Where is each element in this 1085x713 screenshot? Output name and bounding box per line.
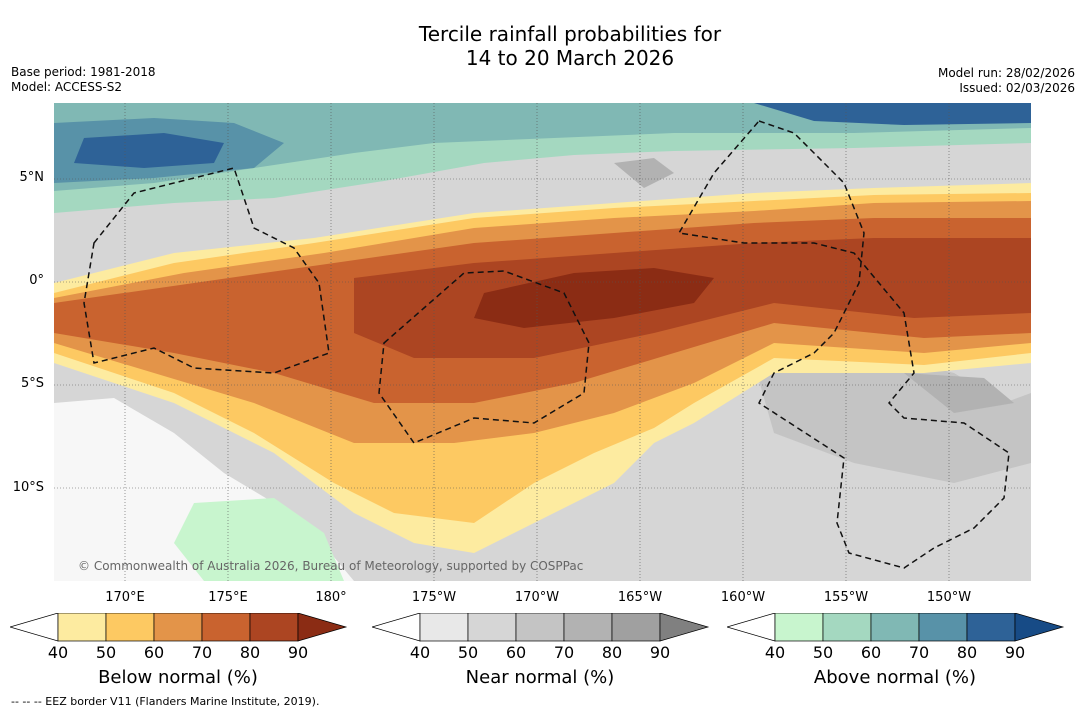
below-normal-90 xyxy=(474,268,714,328)
near-normal-dark-3 xyxy=(904,373,1014,413)
tick-above-70: 70 xyxy=(908,643,930,662)
tick-near-60: 60 xyxy=(505,643,527,662)
lat-label-5s: 5°S xyxy=(20,376,44,391)
lon-label-170w: 170°W xyxy=(514,590,560,605)
tick-above-50: 50 xyxy=(812,643,834,662)
map-title: Tercile rainfall probabilities for 14 to… xyxy=(0,22,1085,70)
cbar-above-swatch-4 xyxy=(918,613,968,642)
graticule xyxy=(54,103,1031,581)
lon-label-180: 180° xyxy=(315,590,347,605)
lon-label-160w: 160°W xyxy=(720,590,766,605)
above-normal-north-deepest xyxy=(74,133,224,168)
tick-below-50: 50 xyxy=(95,643,117,662)
cbar-below-swatch-3 xyxy=(153,613,203,642)
issued-date: Issued: 02/03/2026 xyxy=(959,81,1075,95)
tick-near-70: 70 xyxy=(553,643,575,662)
tick-below-80: 80 xyxy=(239,643,261,662)
cbar-near-swatch-6 xyxy=(659,613,710,642)
cbar-above-swatch-6 xyxy=(1014,613,1065,642)
cbar-above-swatch-3 xyxy=(870,613,920,642)
cbar-above-swatch-1 xyxy=(774,613,824,642)
cbar-below-swatch-1 xyxy=(57,613,107,642)
tick-near-40: 40 xyxy=(409,643,431,662)
label-above-normal: Above normal (%) xyxy=(813,667,977,688)
meta-right: Model run: 28/02/2026 Issued: 02/03/2026 xyxy=(938,66,1075,96)
cbar-near-swatch-3 xyxy=(515,613,565,642)
tick-above-80: 80 xyxy=(956,643,978,662)
cbar-below-swatch-0 xyxy=(10,613,59,642)
colorbar-below-normal xyxy=(10,613,348,642)
colorbar-near-normal xyxy=(372,613,710,642)
lon-label-175e: 175°E xyxy=(208,590,248,605)
base-period: Base period: 1981-2018 xyxy=(11,65,156,79)
above-normal-ne-dark xyxy=(754,103,1031,125)
eez-borders xyxy=(83,120,1010,569)
colorbar-above-normal xyxy=(727,613,1065,642)
above-normal-sw xyxy=(174,498,344,581)
cbar-near-swatch-2 xyxy=(467,613,517,642)
tick-below-40: 40 xyxy=(47,643,69,662)
eez-tokelau xyxy=(378,270,590,444)
tick-below-60: 60 xyxy=(143,643,165,662)
cbar-below-swatch-2 xyxy=(105,613,155,642)
cbar-near-swatch-0 xyxy=(372,613,421,642)
lat-label-0: 0° xyxy=(29,273,44,288)
label-below-normal: Below normal (%) xyxy=(98,667,258,688)
cbar-near-swatch-5 xyxy=(611,613,661,642)
cbar-above-swatch-5 xyxy=(966,613,1016,642)
cbar-above-swatch-0 xyxy=(727,613,776,642)
above-normal-north-mid xyxy=(54,103,1031,191)
tick-near-50: 50 xyxy=(457,643,479,662)
tick-above-40: 40 xyxy=(764,643,786,662)
meta-left: Base period: 1981-2018 Model: ACCESS-S2 xyxy=(11,65,156,95)
probability-map: © Commonwealth of Australia 2026, Bureau… xyxy=(54,103,1031,581)
title-line-1: Tercile rainfall probabilities for xyxy=(418,22,722,46)
eez-tuvalu xyxy=(83,167,330,374)
tick-above-60: 60 xyxy=(860,643,882,662)
lon-label-175w: 175°W xyxy=(411,590,457,605)
cbar-above-swatch-2 xyxy=(822,613,872,642)
model-run: Model run: 28/02/2026 xyxy=(937,66,1075,80)
tick-near-90: 90 xyxy=(649,643,671,662)
title-line-2: 14 to 20 March 2026 xyxy=(465,46,675,70)
eez-footnote: -- -- -- EEZ border V11 (Flanders Marine… xyxy=(11,695,320,708)
eez-line-islands xyxy=(677,120,1010,569)
lon-label-155w: 155°W xyxy=(823,590,869,605)
model-name: Model: ACCESS-S2 xyxy=(11,80,123,94)
cbar-near-swatch-4 xyxy=(563,613,613,642)
tick-below-90: 90 xyxy=(287,643,309,662)
map-copyright: © Commonwealth of Australia 2026, Bureau… xyxy=(78,559,583,573)
cbar-below-swatch-4 xyxy=(201,613,251,642)
tick-near-80: 80 xyxy=(601,643,623,662)
lon-label-150w: 150°W xyxy=(926,590,972,605)
label-near-normal: Near normal (%) xyxy=(465,667,615,688)
near-normal-dark-2 xyxy=(614,158,674,188)
tick-below-70: 70 xyxy=(191,643,213,662)
tick-above-90: 90 xyxy=(1004,643,1026,662)
cbar-below-swatch-5 xyxy=(249,613,299,642)
cbar-below-swatch-6 xyxy=(297,613,348,642)
lon-label-165w: 165°W xyxy=(617,590,663,605)
lat-label-5n: 5°N xyxy=(19,170,45,185)
lat-label-10s: 10°S xyxy=(12,480,44,495)
cbar-near-swatch-1 xyxy=(419,613,469,642)
lon-label-170e: 170°E xyxy=(105,590,145,605)
